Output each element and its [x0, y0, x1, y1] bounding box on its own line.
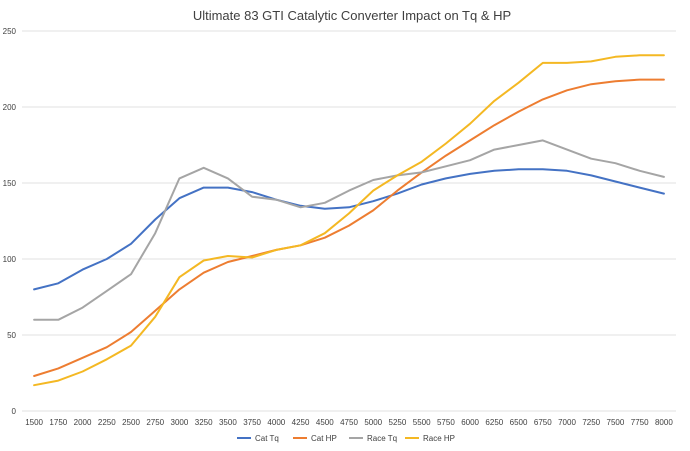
x-tick-label: 7750: [631, 418, 649, 427]
series-line-race-tq: [33, 139, 665, 321]
x-tick-label: 2750: [146, 418, 164, 427]
y-tick-label: 0: [12, 407, 17, 416]
gridlines: [22, 30, 676, 412]
x-tick-label: 6750: [534, 418, 552, 427]
x-tick-label: 3000: [171, 418, 189, 427]
y-tick-label: 250: [3, 27, 17, 36]
x-tick-label: 4250: [292, 418, 310, 427]
y-axis-ticks: 0 50 100 150 200 250: [3, 27, 17, 416]
y-tick-label: 150: [3, 179, 17, 188]
legend-label-cat-tq: Cat Tq: [255, 434, 279, 443]
y-tick-label: 200: [3, 103, 17, 112]
y-tick-label: 100: [3, 255, 17, 264]
x-tick-label: 5500: [413, 418, 431, 427]
x-tick-label: 6000: [461, 418, 479, 427]
x-tick-label: 5750: [437, 418, 455, 427]
x-tick-label: 1500: [25, 418, 43, 427]
x-tick-label: 5000: [364, 418, 382, 427]
x-tick-label: 2250: [98, 418, 116, 427]
series-line-cat-hp: [33, 78, 665, 377]
x-tick-label: 6250: [485, 418, 503, 427]
x-tick-label: 8000: [655, 418, 673, 427]
x-tick-label: 3750: [243, 418, 261, 427]
legend-label-race-hp: Race HP: [423, 434, 455, 443]
chart-title: Ultimate 83 GTI Catalytic Converter Impa…: [193, 8, 511, 23]
x-tick-label: 3250: [195, 418, 213, 427]
x-tick-label: 7500: [607, 418, 625, 427]
x-tick-label: 3500: [219, 418, 237, 427]
x-tick-label: 6500: [510, 418, 528, 427]
series-line-race-hp: [33, 54, 665, 387]
x-axis-ticks: 1500 1750 2000 2250 2500 2750 3000 3250 3500 3750…: [25, 418, 673, 427]
x-tick-label: 1750: [49, 418, 67, 427]
series-lines: [33, 54, 665, 387]
series-line-cat-tq: [33, 168, 665, 291]
x-tick-label: 4000: [267, 418, 285, 427]
legend-label-cat-hp: Cat HP: [311, 434, 337, 443]
x-tick-label: 7000: [558, 418, 576, 427]
x-tick-label: 5250: [389, 418, 407, 427]
x-tick-label: 7250: [582, 418, 600, 427]
x-tick-label: 4750: [340, 418, 358, 427]
x-tick-label: 2500: [122, 418, 140, 427]
legend-label-race-tq: Race Tq: [367, 434, 397, 443]
legend: Cat Tq Cat HP Race Tq Race HP: [237, 434, 455, 443]
y-tick-label: 50: [7, 331, 16, 340]
x-tick-label: 2000: [74, 418, 92, 427]
x-tick-label: 4500: [316, 418, 334, 427]
